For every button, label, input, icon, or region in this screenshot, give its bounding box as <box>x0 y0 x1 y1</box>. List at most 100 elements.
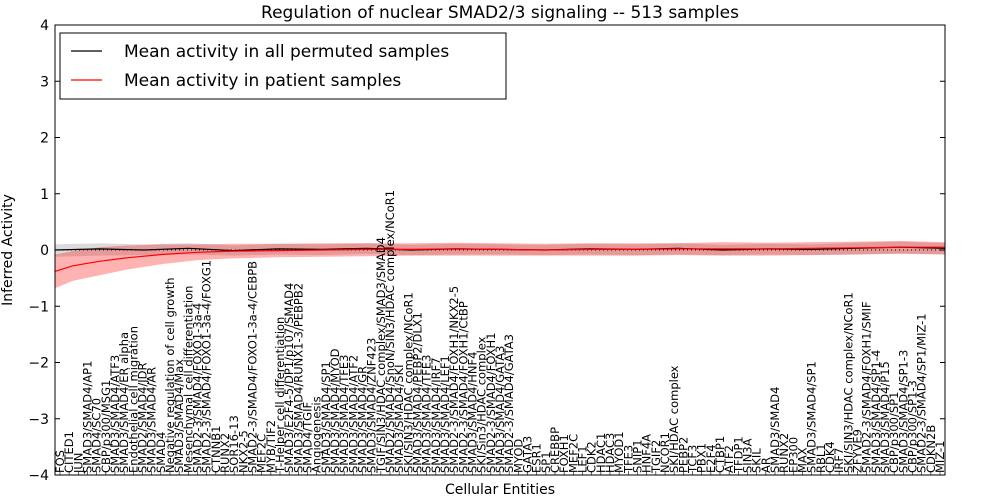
x-category-label: HDAC3 <box>603 433 617 473</box>
y-tick-label: 1 <box>40 187 49 203</box>
x-category-label: SMAD2/SMAD4/SnoN/SIN3/HDAC complex/NCoR1 <box>383 190 397 473</box>
x-category-label: SMAD2-3/SMAD4/FOXH1/SMIF <box>860 301 874 473</box>
x-category-label: CBP/p300/SP1-3 <box>906 380 920 473</box>
x-category-label: SMAD2-3/SMAD4/FOXH1/NKX2-5 <box>447 286 461 473</box>
x-category-label: RBL1 <box>814 443 828 473</box>
x-axis-label: Cellular Entities <box>445 482 555 498</box>
x-category-label: SMAD3/SMAD4/Max <box>172 359 186 473</box>
x-category-label: SKI/HDAC complex <box>667 365 681 473</box>
x-category-label: Endothelial cell migration <box>126 326 140 473</box>
x-category-label: Mesenchymal cell differentiation <box>181 286 195 473</box>
y-tick-label: 0 <box>40 243 49 259</box>
x-category-label: SKIL <box>750 448 764 473</box>
x-category-label: SMAD4 <box>154 432 168 473</box>
x-category-label: MYOD <box>511 439 525 473</box>
x-category-label: SKI/SIN3/HDAC complex/NCoR1 <box>401 292 415 473</box>
x-category-label: SMAD3/SMAD4/AR <box>145 367 159 473</box>
x-category-label: CTBP1 <box>713 436 727 473</box>
x-category-label: MAX <box>796 447 810 473</box>
x-category-label: SOR16-13 <box>227 415 241 473</box>
x-category-label: MYB/TIF2 <box>264 420 278 473</box>
x-category-label: SMAD2-3/SMAD4/SP1/MIZ-1 <box>915 313 929 473</box>
x-category-label: SMAD3/SMAD4/ZNF423 <box>365 338 379 473</box>
x-category-label: RUNX2 <box>777 433 791 473</box>
x-category-label: ATF2 <box>722 445 736 473</box>
x-category-label: JUN <box>71 453 85 474</box>
x-category-label: FOXH1 <box>557 434 571 473</box>
x-category-label: SMAD3/SMAD4/IRF7 <box>429 357 443 473</box>
x-category-label: MEF2C <box>255 434 269 473</box>
x-category-label: SMAD3/SMAD4/TFE3 <box>420 355 434 474</box>
x-category-label: Negative regulation of cell growth <box>163 277 177 473</box>
x-category-label: SMAD3/SMAD4/SP1 <box>319 361 333 473</box>
x-category-label: TCF3 <box>686 445 700 474</box>
x-category-label: GATA3 <box>521 436 535 473</box>
x-category-label: ESR1 <box>530 443 544 473</box>
x-category-label: SMAD2-3/SMAD4/FOXO1-3a-4/CEBPB <box>246 261 260 473</box>
y-tick-label: −1 <box>28 299 49 315</box>
patient-band <box>55 241 945 289</box>
x-category-label: SMAD2-3/SMAD4/FOXH1 <box>484 332 498 473</box>
x-category-label: CTNNB1 <box>209 426 223 473</box>
x-category-label: CBP/p300/SP1 <box>887 392 901 473</box>
x-category-label: AR <box>759 457 773 473</box>
x-category-label: MIZ-1 <box>933 441 947 473</box>
x-category-label: SMAD3/SMAD4/RUNX1-3/PEBPB2 <box>291 283 305 473</box>
x-category-label: LEF1 <box>576 445 590 473</box>
x-category-label: SMAD2-3/SMAD4/GATA3 <box>502 334 516 473</box>
legend-box <box>59 32 507 100</box>
x-category-label: CDK2 <box>585 441 599 473</box>
patient-series-line <box>54 246 945 272</box>
x-category-label: SMAD3/SMAD4/GATA3 <box>493 346 507 473</box>
y-tick-label: −2 <box>28 356 49 372</box>
x-category-label: CDK4 <box>823 441 837 473</box>
x-category-label: TGIF/SIN3/HDAC complex/SMAD3/SMAD4 <box>374 237 388 474</box>
x-category-label: SMAD3/SMAD4/ER alpha <box>117 332 131 473</box>
x-category-label: SMAD2-3/SMAD4/FOXH1/CtBP <box>456 301 470 473</box>
x-category-label: TGIF2 <box>649 440 663 474</box>
plot-area: −4 −3 −2 −1 0 1 2 3 4 FOSCITED1JUNSMAD3/SMAD4/AP1… <box>28 18 947 484</box>
x-category-label: PBX1 <box>695 443 709 473</box>
x-category-label: SMAD3/SMAD4/PEBP2/DLX1 <box>411 312 425 473</box>
x-category-label: SMAD3/E2F4-5/DP1/p107/SMAD4 <box>282 283 296 473</box>
x-category-label: EP300 <box>786 437 800 473</box>
x-category-label: SMAD3/SMAD4/P15 <box>878 361 892 473</box>
x-category-label: HDAC1 <box>594 433 608 473</box>
x-category-label: NCOR1 <box>658 432 672 473</box>
x-category-label: SMAD3/SMAD4/AP1 <box>81 361 95 473</box>
x-category-label: RUNX2 <box>218 433 232 473</box>
y-tick-label: 4 <box>40 18 49 34</box>
x-category-label: SMAD2-3/SMAD4/FOXO1-3a-4 <box>191 303 205 473</box>
x-category-label: TFDP1 <box>731 436 745 474</box>
x-category-label: SMAD3/SMAD4/ATF3 <box>108 355 122 473</box>
x-category-label: SMAD3/SMAD4/MYOD <box>328 348 342 473</box>
x-category-label: TFE3 <box>621 445 635 474</box>
x-category-label: SMAD2/SMAD4/JDR <box>136 362 150 473</box>
x-category-label: SNIP1 <box>631 439 645 473</box>
x-category-label: SMAD4/TGIF <box>301 402 315 473</box>
legend-label-patient: Mean activity in patient samples <box>124 71 401 91</box>
x-category-label: SMAD3/SMAD4/SP1 <box>805 361 819 473</box>
x-category-label: SP1 <box>539 451 553 473</box>
y-axis-label: Inferred Activity <box>0 194 16 306</box>
y-tick-label: −4 <box>28 468 49 484</box>
x-category-label: SMAD4/SC70 <box>90 398 104 473</box>
x-category-label: IRF7 <box>832 448 846 473</box>
y-tick-label: −3 <box>28 412 49 428</box>
x-category-label: T-Helper cell differentiation <box>273 317 287 474</box>
x-category-label: SMAD3/SMAD4/ATF2 <box>346 355 360 473</box>
legend-label-permuted: Mean activity in all permuted samples <box>124 42 449 62</box>
x-category-label: SMAD3/SMAD4/SKI <box>392 364 406 473</box>
x-category-label: NKX2-5 <box>236 430 250 473</box>
x-category-label: MEF2C <box>566 434 580 473</box>
y-tick-label: 3 <box>40 74 49 90</box>
x-category-label: SMAD3/SMAD4/SP1-4 <box>869 350 883 473</box>
x-category-label: CDKN2B <box>924 425 938 473</box>
x-category-label: CBP/p300/MSG1 <box>99 380 113 473</box>
x-category-label: CREBBP <box>548 427 562 473</box>
chart-title: Regulation of nuclear SMAD2/3 signaling … <box>261 3 739 23</box>
x-category-label: Angiogenesis <box>310 396 324 473</box>
x-category-label: CITED1 <box>62 431 76 473</box>
x-category-label: MYOD1 <box>612 431 626 473</box>
